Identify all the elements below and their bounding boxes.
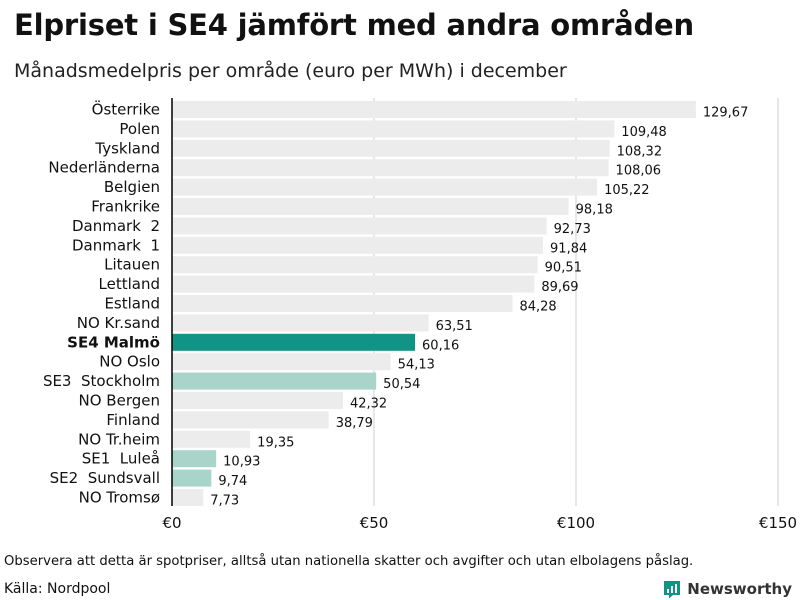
data-label: 98,18	[576, 203, 613, 218]
category-label: Polen	[119, 120, 160, 138]
category-label: Danmark 1	[72, 236, 160, 254]
bar	[172, 198, 569, 215]
data-label: 92,73	[554, 222, 591, 237]
category-label: Frankrike	[91, 198, 160, 216]
data-label: 60,16	[422, 338, 459, 353]
category-label: SE2 Sundsvall	[50, 469, 160, 487]
category-label: NO Tr.heim	[78, 430, 160, 448]
data-label: 38,79	[336, 416, 373, 431]
data-label: 84,28	[519, 300, 556, 315]
bar	[172, 236, 544, 254]
category-label: SE1 Luleå	[82, 450, 160, 468]
bar	[172, 411, 329, 429]
brand-logo: Newsworthy	[662, 578, 792, 600]
bar	[172, 314, 429, 332]
bar	[172, 139, 610, 157]
data-label: 108,32	[617, 144, 663, 159]
x-tick-label: €100	[557, 514, 595, 532]
bar	[172, 353, 391, 371]
data-label: 109,48	[621, 125, 667, 140]
bar-chart: Österrike 129,67 Polen 109,48 Tyskland 108,32…	[43, 98, 797, 532]
data-label: 89,69	[541, 280, 578, 295]
category-label: Litauen	[104, 256, 160, 274]
data-label: 105,22	[604, 183, 650, 198]
chart-title: Elpriset i SE4 jämfört med andra områden	[14, 8, 694, 42]
data-label: 129,67	[703, 106, 749, 121]
bar	[172, 489, 204, 506]
bar	[172, 101, 696, 118]
x-tick-label: €50	[360, 514, 389, 532]
category-label: Belgien	[104, 178, 160, 196]
bar	[172, 275, 535, 293]
newsworthy-logo-icon	[664, 581, 681, 599]
data-label: 10,93	[223, 455, 260, 470]
bar	[172, 392, 343, 409]
data-label: 7,73	[210, 494, 239, 509]
category-label: NO Tromsø	[79, 489, 160, 507]
brand-name: Newsworthy	[687, 580, 792, 598]
data-label: 42,32	[350, 397, 387, 412]
bar	[172, 295, 513, 312]
bar	[172, 178, 598, 196]
data-label: 50,54	[383, 377, 420, 392]
footnote: Observera att detta är spotpriser, allts…	[4, 554, 694, 569]
category-label: NO Kr.sand	[77, 314, 160, 332]
x-tick-label: €150	[759, 514, 797, 532]
data-label: 91,84	[550, 241, 587, 256]
category-label: SE3 Stockholm	[43, 372, 160, 390]
category-label: Danmark 2	[72, 217, 160, 235]
data-label: 108,06	[616, 164, 662, 179]
category-label: NO Oslo	[99, 353, 160, 371]
category-label: SE4 Malmö	[67, 333, 160, 351]
bar	[172, 333, 416, 351]
data-label: 63,51	[436, 319, 473, 334]
category-label: NO Bergen	[79, 392, 160, 410]
category-label: Tyskland	[94, 139, 160, 157]
category-label: Estland	[104, 295, 160, 313]
bar	[172, 120, 615, 138]
bar	[172, 469, 212, 487]
data-label: 19,35	[257, 435, 294, 450]
category-label: Finland	[106, 411, 160, 429]
bar	[172, 159, 609, 177]
bar	[172, 430, 251, 448]
bar	[172, 256, 538, 274]
data-label: 54,13	[398, 358, 435, 373]
category-label: Lettland	[99, 275, 160, 293]
bar	[172, 450, 217, 468]
source: Källa: Nordpool	[4, 581, 111, 597]
bar	[172, 372, 377, 390]
category-label: Österrike	[92, 100, 160, 119]
category-label: Nederländerna	[48, 159, 160, 177]
data-label: 9,74	[218, 474, 247, 489]
data-label: 90,51	[545, 261, 582, 276]
x-tick-label: €0	[162, 514, 181, 532]
chart-subtitle: Månadsmedelpris per område (euro per MWh…	[14, 60, 567, 82]
bar	[172, 217, 547, 235]
